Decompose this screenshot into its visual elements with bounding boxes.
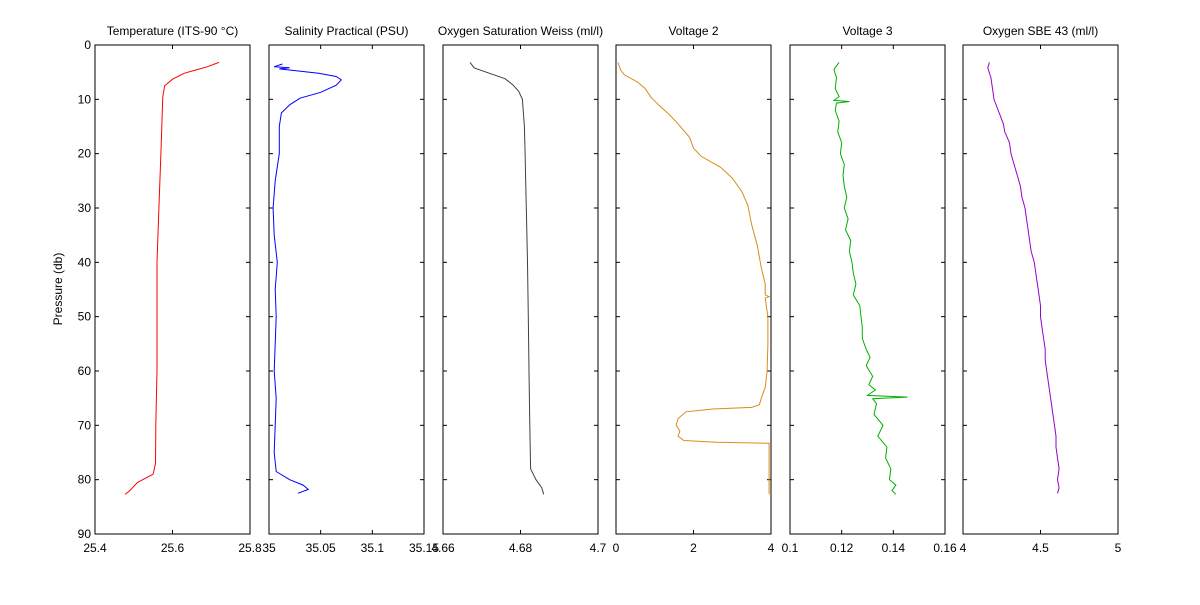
series-line (272, 63, 343, 494)
x-tick-label: 5 (1115, 541, 1122, 555)
x-tick-label: 4.5 (1032, 541, 1049, 555)
series-line (987, 62, 1060, 494)
y-tick-label: 40 (78, 255, 92, 269)
x-tick-label: 2 (690, 541, 697, 555)
y-tick-label: 80 (78, 473, 92, 487)
x-tick-label: 0.1 (782, 541, 799, 555)
panel-frame (268, 44, 425, 535)
x-tick-label: 4.68 (509, 541, 533, 555)
y-tick-label: 70 (78, 418, 92, 432)
x-tick-label: 4 (960, 541, 967, 555)
panel-title: Voltage 3 (842, 24, 892, 38)
panel-4: Voltage 2 0 2 4 (613, 24, 775, 555)
y-tick-label: 0 (84, 38, 91, 52)
x-tick-label: 35 (262, 541, 276, 555)
x-tick-label: 35.1 (361, 541, 385, 555)
series-line (124, 61, 220, 495)
y-tick-label: 30 (78, 201, 92, 215)
x-tick-label: 0 (613, 541, 620, 555)
panel-1: Temperature (ITS-90 °C) 0 10 20 30 40 50 60 70 80… (78, 24, 262, 555)
series-line (469, 62, 545, 495)
y-axis-label: Pressure (db) (51, 253, 65, 326)
x-tick-label: 4.66 (431, 541, 455, 555)
panel-title: Oxygen SBE 43 (ml/l) (983, 24, 1098, 38)
x-tick-label: 35.05 (306, 541, 336, 555)
panel-3: Oxygen Saturation Weiss (ml/l) 4.66 4.68 4.… (431, 24, 606, 555)
panel-frame (615, 44, 772, 535)
y-tick-label: 90 (78, 527, 92, 541)
x-tick-label: 25.8 (238, 541, 262, 555)
x-tick-label: 0.16 (933, 541, 957, 555)
x-tick-label: 35.15 (409, 541, 439, 555)
x-tick-label: 25.4 (83, 541, 107, 555)
panel-6: Oxygen SBE 43 (ml/l) 4 4.5 5 (960, 24, 1122, 555)
panel-title: Oxygen Saturation Weiss (ml/l) (438, 24, 603, 38)
x-tick-label: 4.7 (590, 541, 607, 555)
x-tick-label: 0.14 (882, 541, 906, 555)
series-line (617, 62, 771, 495)
panel-frame (789, 44, 946, 535)
x-tick-label: 0.12 (830, 541, 854, 555)
series-line (832, 62, 908, 495)
x-tick-label: 4 (768, 541, 775, 555)
y-tick-label: 50 (78, 310, 92, 324)
panel-title: Salinity Practical (PSU) (284, 24, 408, 38)
panel-frame (442, 44, 599, 535)
y-tick-label: 60 (78, 364, 92, 378)
panel-2: Salinity Practical (PSU) 35 35.05 35.1 35.15 (262, 24, 439, 555)
y-tick-label: 10 (78, 92, 92, 106)
x-tick-label: 25.6 (161, 541, 185, 555)
panel-title: Voltage 2 (668, 24, 718, 38)
panel-frame (962, 44, 1119, 535)
y-tick-label: 20 (78, 147, 92, 161)
panel-title: Temperature (ITS-90 °C) (107, 24, 239, 38)
panel-frame (94, 44, 251, 535)
panel-5: Voltage 3 0.1 0.12 0.14 0.16 (782, 24, 957, 555)
